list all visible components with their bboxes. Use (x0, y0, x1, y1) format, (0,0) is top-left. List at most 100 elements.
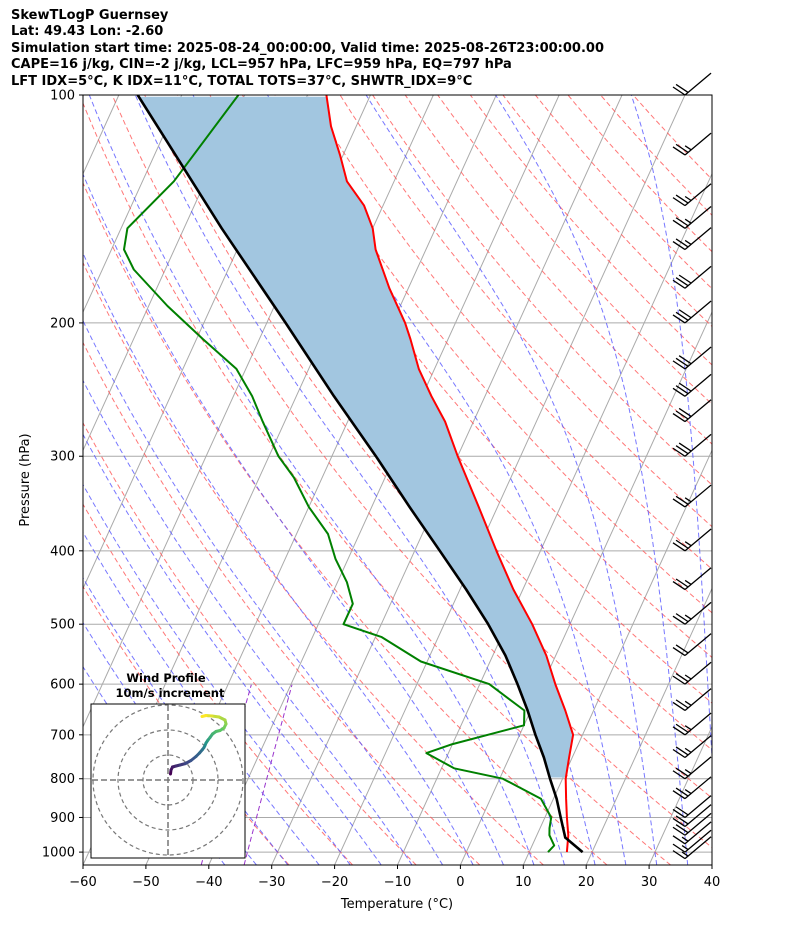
barb-flag (678, 309, 692, 319)
wind-barb (672, 227, 712, 251)
moist-adiabat (365, 95, 658, 865)
hodograph-subtitle: 10m/s increment (116, 686, 225, 700)
barb-staff (684, 528, 712, 552)
title-line: SkewTLogP Guernsey (11, 8, 169, 23)
wind-barb (672, 183, 712, 207)
dry-adiabat (83, 101, 671, 865)
isotherm (208, 95, 560, 865)
parcel-path-line (136, 95, 584, 854)
barb-half (684, 195, 692, 202)
barb-staff (684, 399, 712, 423)
moist-adiabat (83, 319, 444, 865)
wind-barb (672, 633, 712, 657)
x-tick-label: −60 (69, 875, 96, 890)
wind-barb (672, 265, 712, 289)
isotherm (459, 310, 712, 865)
hodograph: Wind Profile 10m/s increment (90, 671, 246, 859)
barb-flag (675, 385, 689, 395)
wind-barb (672, 567, 712, 591)
barb-flag (675, 644, 689, 654)
barb-flag (672, 86, 686, 96)
dry-adiabat (83, 261, 544, 865)
barb-flag (672, 447, 686, 457)
barb-half (684, 541, 692, 547)
x-tick-label: −40 (195, 875, 222, 890)
isotherm (711, 863, 712, 865)
barb-half (681, 851, 689, 857)
barb-flag (675, 311, 689, 321)
y-axis-label: Pressure (hPa) (18, 433, 33, 526)
barb-staff (684, 72, 712, 96)
time-line: Simulation start time: 2025-08-24_00:00:… (11, 40, 604, 56)
y-tick-label: 600 (50, 678, 75, 693)
barb-staff (684, 712, 712, 736)
barb-flag (672, 197, 686, 207)
isotherm (83, 95, 246, 452)
moist-adiabat (83, 531, 320, 865)
wind-barb (672, 528, 712, 552)
hodograph-segment (200, 714, 208, 718)
barb-staff (684, 300, 712, 324)
barb-half (684, 788, 692, 795)
barb-flag (675, 699, 689, 709)
x-tick-label: −10 (384, 875, 411, 890)
wind-barb (672, 836, 712, 860)
barb-staff (684, 661, 712, 685)
y-tick-label: 100 (50, 89, 75, 104)
isotherm (397, 172, 712, 865)
barb-staff (684, 433, 712, 457)
barb-flag (675, 787, 689, 797)
barb-flag (672, 360, 686, 370)
barb-flag (672, 387, 686, 397)
location-line: Lat: 49.43 Lon: -2.60 (11, 24, 164, 40)
barb-flag (672, 808, 686, 819)
dry-adiabat (83, 181, 608, 865)
barb-staff (684, 776, 712, 800)
barb-flag (672, 726, 686, 736)
figure-header: SkewTLogP Guernsey Lat: 49.43 Lon: -2.60… (11, 8, 604, 90)
barb-flag (675, 723, 689, 733)
wind-barb (672, 821, 712, 845)
wind-barb (672, 205, 712, 229)
x-tick-label: −50 (132, 875, 159, 890)
x-axis-label: Temperature (°C) (340, 897, 453, 912)
barb-staff (684, 265, 712, 289)
moist-adiabat (83, 379, 413, 865)
barb-flag (672, 770, 686, 780)
barb-staff (684, 183, 712, 207)
barb-flag (672, 826, 686, 836)
wind-barb (672, 484, 712, 508)
moist-adiabat (83, 483, 351, 865)
barb-flag (675, 143, 689, 153)
barb-flag (678, 442, 692, 452)
barb-flag (675, 445, 689, 455)
moist-adiabat (267, 95, 627, 865)
plot-area (83, 95, 712, 865)
dry-adiabat (437, 95, 712, 405)
dewpoint-line (123, 95, 556, 853)
barb-flag (675, 83, 689, 93)
barb-flag (672, 701, 686, 712)
barb-staff (684, 601, 712, 625)
barb-staff (684, 373, 712, 397)
barb-flag (672, 748, 686, 759)
hodograph-title: Wind Profile (126, 671, 206, 685)
barb-flag (672, 675, 686, 685)
index-line: LFT IDX=5°C, K IDX=11°C, TOTAL TOTS=37°C… (11, 73, 473, 89)
barb-flag (675, 539, 689, 549)
barb-staff (684, 804, 712, 827)
wind-barbs (672, 72, 712, 860)
wind-barb (672, 661, 712, 685)
barb-flag (675, 613, 689, 623)
moist-adiabat (495, 95, 689, 865)
wind-barb (672, 756, 712, 780)
y-tick-label: 1000 (42, 846, 75, 861)
barb-flag (675, 194, 689, 204)
y-tick-label: 400 (50, 544, 75, 559)
isotherm (585, 587, 712, 865)
dry-adiabat (111, 95, 712, 849)
wind-barb (672, 688, 712, 712)
isotherm (334, 95, 686, 865)
